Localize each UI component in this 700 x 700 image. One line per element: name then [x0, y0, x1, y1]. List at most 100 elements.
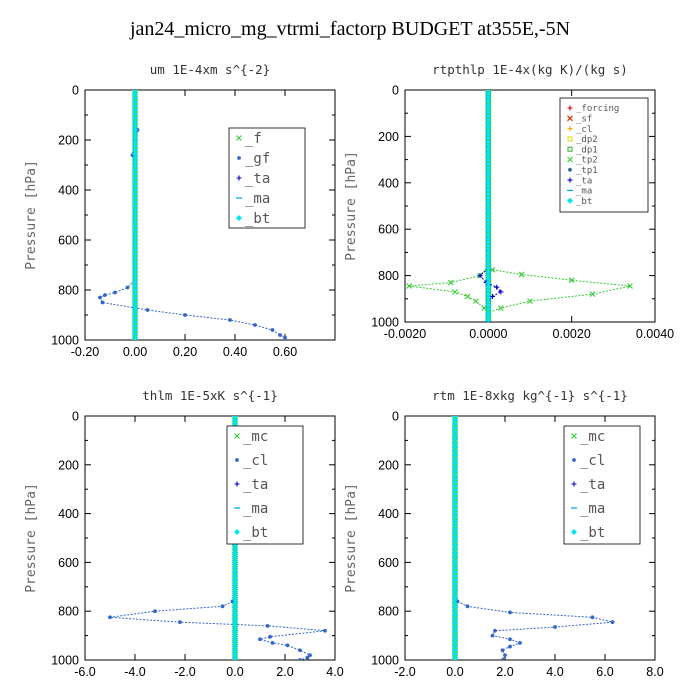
series-marker	[232, 584, 238, 591]
series-bt	[452, 416, 458, 660]
x-tick-label: 0.0	[446, 665, 463, 679]
series-marker	[232, 604, 238, 611]
series-marker	[447, 279, 454, 286]
series-marker	[485, 183, 492, 190]
series-marker	[485, 287, 492, 294]
series-marker	[132, 163, 138, 169]
series-marker	[132, 299, 138, 305]
series-marker	[485, 120, 492, 127]
legend: _mc _cl _ta _ma _bt	[226, 425, 304, 545]
series-marker	[452, 623, 458, 630]
legend: _mc _cl _ta _ma _bt	[563, 425, 641, 545]
series-marker	[485, 176, 492, 183]
series-marker	[508, 637, 512, 642]
y-tick-label: 400	[378, 507, 399, 521]
x-tick-label: 2.0	[496, 665, 513, 679]
series-marker	[305, 655, 310, 660]
series-marker	[452, 448, 458, 455]
y-axis-label: Pressure [hPa]	[24, 160, 39, 270]
series-marker	[485, 179, 492, 186]
y-tick-label: 200	[378, 458, 399, 472]
y-tick-label: 0	[392, 84, 399, 98]
series-marker	[452, 612, 458, 619]
series-marker	[232, 580, 238, 587]
series-marker	[508, 610, 512, 615]
series-marker	[268, 634, 272, 639]
series-marker	[452, 627, 458, 634]
series-marker	[452, 479, 458, 486]
series-marker	[452, 592, 458, 599]
series-marker	[132, 127, 138, 133]
series-marker	[132, 95, 138, 101]
series-marker	[132, 271, 138, 277]
series-marker	[285, 643, 290, 648]
chart-panel-4: rtm 1E-8xkg kg^{-1} s^{-1} Pressure [hPa]…	[344, 388, 664, 679]
series-marker	[132, 131, 138, 137]
series-marker	[472, 298, 479, 305]
series-marker	[590, 615, 595, 620]
series-marker	[610, 620, 615, 625]
series-marker	[452, 604, 458, 611]
legend-box	[563, 425, 641, 545]
x-tick-label: 4.0	[546, 665, 563, 679]
series-marker	[132, 243, 138, 249]
series-marker	[490, 633, 495, 638]
series-marker	[132, 331, 138, 337]
series-marker	[232, 549, 238, 556]
series-bt	[485, 90, 492, 322]
legend-marker	[571, 433, 577, 439]
series-marker	[232, 588, 238, 595]
legend-box	[226, 425, 304, 545]
series-marker	[132, 239, 138, 245]
series-marker	[132, 187, 138, 193]
series-marker	[132, 115, 138, 121]
series-marker	[132, 191, 138, 197]
series-marker	[485, 98, 492, 105]
x-tick-label: 0.60	[273, 345, 297, 359]
series-marker	[132, 231, 138, 237]
y-tick-label: 800	[58, 605, 79, 619]
series-marker	[452, 600, 458, 607]
series-marker	[498, 289, 504, 295]
series-marker	[132, 255, 138, 261]
legend-entry: _ma	[580, 501, 605, 517]
x-tick-label: -2.0	[394, 665, 416, 679]
series-marker	[452, 584, 458, 591]
series-tp2	[406, 263, 633, 316]
series-marker	[497, 305, 504, 311]
series-marker	[253, 323, 257, 327]
x-tick-label: 2.0	[276, 665, 293, 679]
series-marker	[485, 205, 492, 212]
series-marker	[485, 172, 492, 179]
series-marker	[485, 101, 492, 108]
legend-entry: _tp2	[576, 156, 598, 166]
series-marker	[232, 619, 238, 626]
series-marker	[132, 107, 138, 113]
series-marker	[485, 291, 492, 298]
series-marker	[485, 309, 492, 316]
x-tick-label: 0.0	[226, 665, 243, 679]
series-marker	[452, 510, 458, 517]
y-tick-label: 400	[58, 184, 79, 198]
series-marker	[298, 648, 302, 653]
series-marker	[452, 452, 458, 459]
series-marker	[125, 285, 130, 290]
series-marker	[232, 623, 238, 630]
series-marker	[485, 231, 492, 238]
series-marker	[232, 596, 238, 603]
legend-entry: _mc	[580, 429, 605, 445]
series-line	[454, 416, 613, 660]
series-group	[452, 416, 615, 660]
series-marker	[485, 216, 492, 223]
y-axis-label: Pressure [hPa]	[24, 483, 39, 593]
legend-marker	[567, 136, 573, 142]
series-marker	[452, 573, 458, 580]
series-marker	[232, 643, 238, 650]
series-marker	[485, 294, 492, 301]
x-tick-label: 4.0	[326, 665, 343, 679]
series-marker	[228, 318, 232, 322]
y-tick-label: 1000	[51, 334, 79, 348]
series-marker	[485, 105, 492, 112]
legend-marker	[237, 156, 241, 160]
